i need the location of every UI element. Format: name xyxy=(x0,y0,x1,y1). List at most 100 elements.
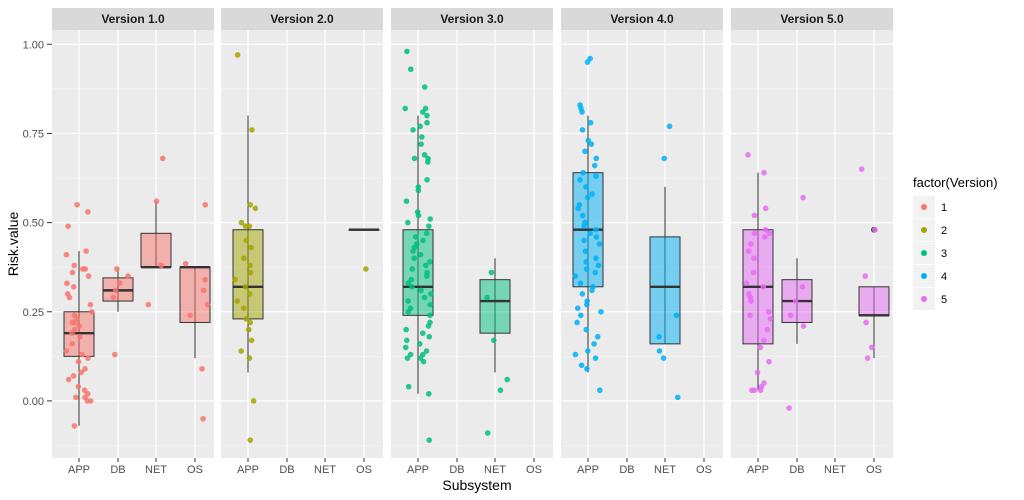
data-point xyxy=(862,273,869,279)
data-point xyxy=(241,255,247,262)
x-tick-label: NET xyxy=(654,464,676,476)
facet-strip-label: Version 3.0 xyxy=(440,12,504,26)
box-body xyxy=(140,232,172,268)
data-point xyxy=(584,194,591,201)
data-point xyxy=(419,134,425,140)
x-tick-label: OS xyxy=(187,464,203,476)
data-point xyxy=(751,387,758,394)
data-point xyxy=(764,326,770,333)
data-point xyxy=(187,312,193,319)
box-body xyxy=(479,279,511,334)
data-point xyxy=(762,205,769,212)
data-point xyxy=(745,248,752,254)
data-point xyxy=(75,358,82,365)
data-point xyxy=(588,141,595,147)
legend-label: 4 xyxy=(941,271,947,283)
data-point xyxy=(767,316,774,322)
data-point xyxy=(583,266,590,272)
data-point xyxy=(85,209,91,215)
data-point xyxy=(591,162,598,169)
data-point xyxy=(577,280,584,287)
data-point xyxy=(592,355,599,361)
data-point xyxy=(72,394,79,401)
data-point xyxy=(589,191,595,197)
data-point xyxy=(426,333,433,340)
data-point xyxy=(70,284,77,290)
data-point xyxy=(200,287,207,294)
data-point xyxy=(247,262,253,269)
data-point xyxy=(75,383,82,390)
x-tick-label: OS xyxy=(356,464,372,476)
data-point xyxy=(242,284,249,290)
data-point xyxy=(751,230,758,237)
data-point xyxy=(578,362,585,369)
facet-strip xyxy=(221,8,383,30)
data-point xyxy=(125,273,131,279)
data-point xyxy=(415,187,422,194)
data-point xyxy=(242,223,249,229)
data-point xyxy=(766,358,772,365)
box-body xyxy=(232,229,264,320)
data-point xyxy=(584,301,590,308)
data-point xyxy=(66,294,73,301)
data-point xyxy=(426,437,433,443)
data-point xyxy=(404,48,410,55)
data-point xyxy=(421,294,428,301)
data-point xyxy=(421,152,428,158)
data-point xyxy=(424,119,430,126)
data-point xyxy=(409,266,416,272)
data-point xyxy=(82,366,88,372)
data-point xyxy=(748,298,754,304)
data-point xyxy=(792,298,799,304)
x-tick-label: OS xyxy=(526,464,542,476)
data-point xyxy=(656,333,662,340)
data-point xyxy=(116,280,123,287)
data-point xyxy=(248,244,254,251)
data-point xyxy=(74,201,80,208)
data-point xyxy=(761,234,768,240)
data-point xyxy=(745,152,751,158)
data-point xyxy=(425,159,431,165)
data-point xyxy=(584,366,590,372)
data-point xyxy=(411,155,418,162)
data-point xyxy=(419,330,426,336)
data-point xyxy=(760,284,767,290)
data-point xyxy=(89,308,95,315)
box-body xyxy=(858,286,890,316)
data-point xyxy=(591,341,597,347)
data-point xyxy=(425,391,432,397)
data-point xyxy=(582,148,588,155)
x-tick-label: APP xyxy=(747,464,769,476)
data-point xyxy=(69,269,76,276)
facet-strip-label: Version 4.0 xyxy=(610,12,674,26)
data-point xyxy=(238,348,245,354)
y-tick-label: 0.25 xyxy=(23,307,44,319)
data-point xyxy=(420,358,427,365)
data-point xyxy=(110,294,117,301)
data-point xyxy=(234,52,241,58)
data-point xyxy=(252,205,259,212)
data-point xyxy=(574,305,581,312)
data-point xyxy=(751,255,757,262)
data-point xyxy=(243,316,249,322)
data-point xyxy=(787,312,794,319)
data-point xyxy=(596,241,603,247)
data-point xyxy=(423,262,429,269)
data-point xyxy=(497,387,504,394)
legend-label: 1 xyxy=(941,202,947,214)
data-point xyxy=(420,237,426,244)
data-point xyxy=(83,248,89,254)
data-point xyxy=(424,273,430,279)
data-point xyxy=(417,123,424,130)
data-point xyxy=(743,280,750,287)
data-point xyxy=(666,123,673,130)
data-point xyxy=(243,237,250,244)
facet-strip xyxy=(731,8,893,30)
data-point xyxy=(504,376,510,383)
data-point xyxy=(417,251,424,258)
x-tick-label: OS xyxy=(696,464,712,476)
data-point xyxy=(593,173,599,180)
data-point xyxy=(661,155,668,162)
data-point xyxy=(182,260,189,267)
